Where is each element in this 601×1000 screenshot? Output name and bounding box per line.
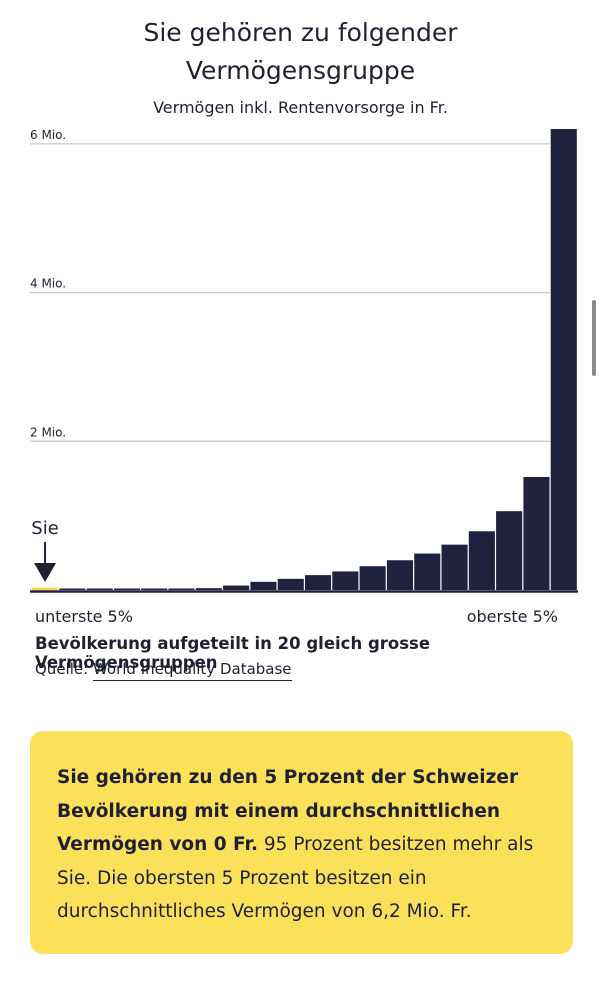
bar-2 bbox=[59, 588, 86, 590]
chart-subtitle: Vermögen inkl. Rentenvorsorge in Fr. bbox=[153, 98, 448, 117]
source-line: Quelle: World Inequality Database bbox=[35, 660, 292, 681]
bar-17 bbox=[468, 531, 495, 590]
bar-4 bbox=[113, 588, 140, 590]
chart-title: Sie gehören zu folgender Vermögensgruppe bbox=[0, 14, 601, 90]
bar-10 bbox=[277, 578, 304, 590]
bar-5 bbox=[141, 588, 168, 590]
bar-12 bbox=[332, 571, 359, 590]
bar-20 bbox=[550, 129, 577, 590]
bar-7 bbox=[195, 588, 222, 590]
result-callout: Sie gehören zu den 5 Prozent der Schweiz… bbox=[30, 731, 573, 954]
source-link[interactable]: World Inequality Database bbox=[92, 660, 292, 681]
bar-16 bbox=[441, 544, 468, 590]
y-tick-label: 6 Mio. bbox=[30, 128, 66, 142]
y-tick-label: 4 Mio. bbox=[30, 277, 66, 291]
chart-caption: Bevölkerung aufgeteilt in 20 gleich gros… bbox=[35, 634, 431, 672]
marker-arrow-icon bbox=[34, 563, 57, 582]
chart-title-line-2: Vermögensgruppe bbox=[185, 56, 416, 85]
bar-8 bbox=[223, 585, 250, 590]
x-start-label: unterste 5% bbox=[35, 607, 133, 626]
bar-14 bbox=[386, 560, 413, 590]
bar-3 bbox=[86, 588, 113, 590]
bar-15 bbox=[414, 553, 441, 590]
x-end-label: oberste 5% bbox=[467, 607, 558, 626]
chart-title-line-1: Sie gehören zu folgender bbox=[143, 18, 458, 47]
callout-text: 95 Prozent besitzen mehr als Sie. Die ob… bbox=[57, 834, 534, 922]
bar-19 bbox=[523, 476, 550, 590]
callout-bold-text: Sie gehören zu den 5 Prozent der Schweiz… bbox=[57, 767, 519, 855]
bar-13 bbox=[359, 566, 386, 590]
bar-9 bbox=[250, 581, 277, 590]
wealth-bar-chart: 6 Mio. 4 Mio. 2 Mio. Sie unterste 5% oberst… bbox=[30, 128, 578, 626]
source-prefix: Quelle: bbox=[35, 660, 89, 678]
bar-6 bbox=[168, 588, 195, 590]
marker-label: Sie bbox=[31, 518, 59, 539]
bar-1 bbox=[32, 587, 59, 590]
y-tick-label: 2 Mio. bbox=[30, 425, 66, 439]
bar-18 bbox=[496, 511, 523, 590]
bar-11 bbox=[305, 575, 332, 590]
scrollbar-thumb[interactable] bbox=[592, 300, 596, 376]
